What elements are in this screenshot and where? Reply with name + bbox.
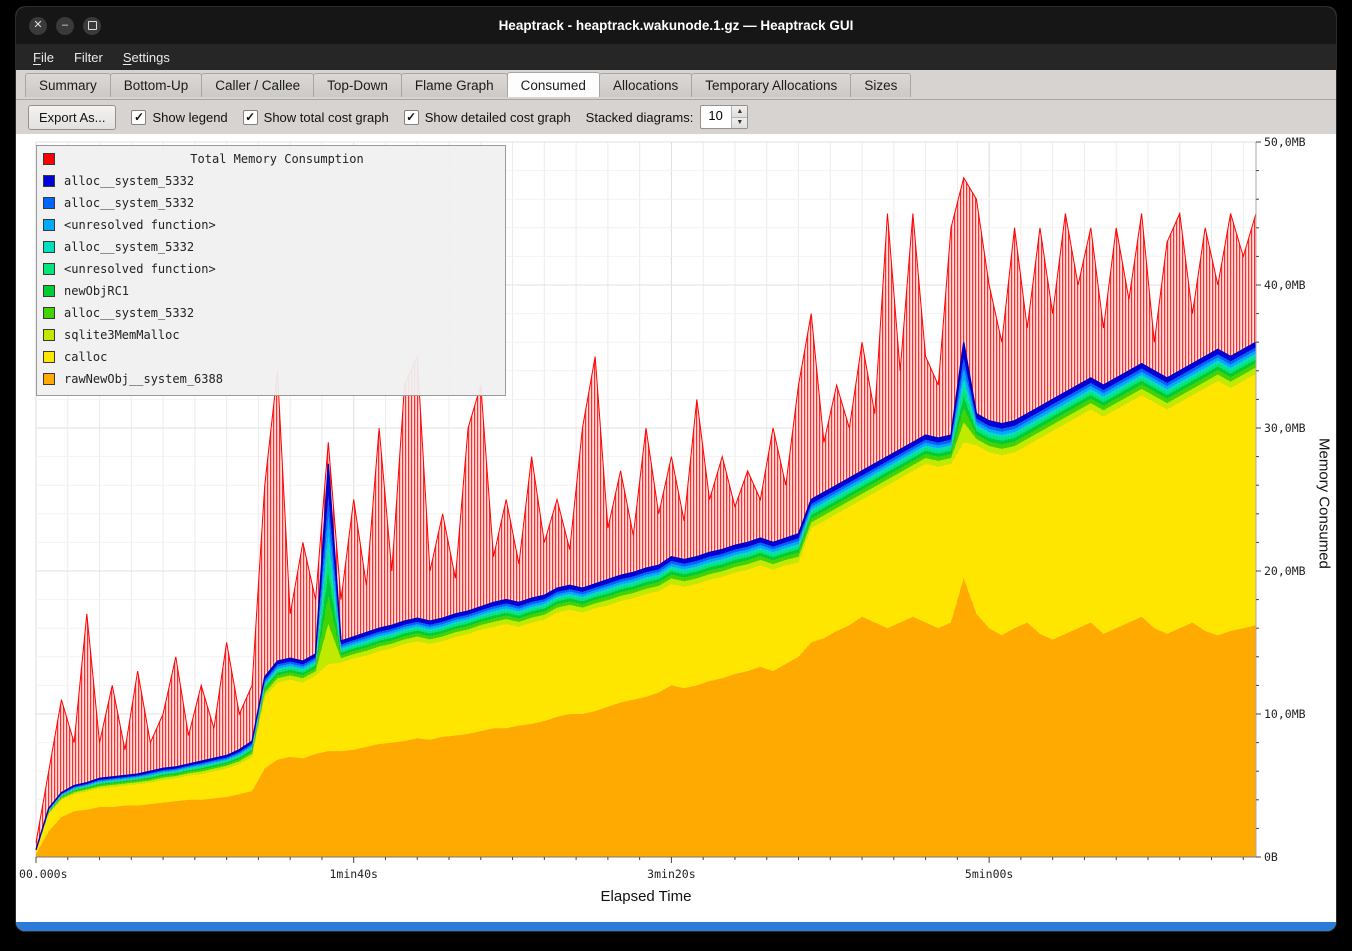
y-axis-title: Memory Consumed bbox=[1315, 437, 1333, 569]
legend-item-newobjrc1: newObjRC1 bbox=[43, 280, 499, 302]
legend-swatch bbox=[43, 263, 55, 275]
y-tick-label: 0B bbox=[1264, 850, 1278, 864]
legend-item-unresolved-function: <unresolved function> bbox=[43, 258, 499, 280]
legend: Total Memory Consumption alloc__system_5… bbox=[36, 145, 506, 396]
tab-caller-callee[interactable]: Caller / Callee bbox=[201, 73, 315, 97]
legend-item-unresolved-function: <unresolved function> bbox=[43, 214, 499, 236]
x-tick-label: 00.000s bbox=[19, 867, 68, 881]
checkbox-show-detailed-cost-graph[interactable]: ✓ Show detailed cost graph bbox=[403, 109, 571, 125]
title-bar: ✕ – Heaptrack - heaptrack.wakunode.1.gz —… bbox=[16, 7, 1336, 44]
minimize-button[interactable]: – bbox=[56, 16, 74, 35]
y-axis-title-wrap: Memory Consumed bbox=[1310, 142, 1336, 864]
legend-label: alloc__system_5332 bbox=[64, 306, 195, 320]
stacked-diagrams-label: Stacked diagrams: bbox=[585, 109, 694, 125]
legend-swatch bbox=[43, 241, 55, 253]
legend-swatch bbox=[43, 329, 55, 341]
legend-swatch bbox=[43, 307, 55, 319]
tab-consumed[interactable]: Consumed bbox=[506, 72, 600, 97]
stacked-diagrams-spinner[interactable]: 10 ▲ ▼ bbox=[700, 105, 749, 129]
tab-sizes[interactable]: Sizes bbox=[850, 73, 912, 97]
legend-swatch bbox=[43, 351, 55, 363]
checkbox-show-legend[interactable]: ✓ Show legend bbox=[131, 109, 228, 125]
legend-label: sqlite3MemMalloc bbox=[64, 328, 180, 342]
chart-area: Total Memory Consumption alloc__system_5… bbox=[16, 134, 1336, 922]
legend-swatch bbox=[43, 285, 55, 297]
x-tick-label: 5min00s bbox=[964, 867, 1014, 881]
x-tick-label: 3min20s bbox=[647, 867, 696, 881]
y-tick-labels: 0B 10,0MB 20,0MB 30,0MB 40,0MB 50,0MB bbox=[1262, 135, 1310, 864]
legend-items: alloc__system_5332 alloc__system_5332 <unr… bbox=[43, 170, 499, 390]
legend-item-alloc-system-5332: alloc__system_5332 bbox=[43, 170, 499, 192]
bottom-progress-bar bbox=[16, 922, 1336, 931]
y-tick-label: 10,0MB bbox=[1264, 707, 1306, 721]
menu-settings[interactable]: Settings bbox=[122, 49, 170, 65]
legend-swatch bbox=[43, 197, 55, 209]
menu-bar: File Filter Settings bbox=[16, 44, 1336, 70]
window-title: Heaptrack - heaptrack.wakunode.1.gz — He… bbox=[498, 18, 854, 33]
legend-label: <unresolved function> bbox=[64, 218, 216, 232]
legend-item-calloc: calloc bbox=[43, 346, 499, 368]
legend-label: alloc__system_5332 bbox=[64, 196, 195, 210]
tab-flame-graph[interactable]: Flame Graph bbox=[400, 73, 508, 97]
legend-label: calloc bbox=[64, 350, 108, 364]
legend-total-swatch bbox=[43, 153, 55, 165]
legend-item-rawnewobj-system-6388: rawNewObj__system_6388 bbox=[43, 368, 499, 390]
toolbar-checkboxes: ✓ Show legend ✓ Show total cost graph ✓ Show … bbox=[131, 109, 571, 125]
y-tick-label: 20,0MB bbox=[1264, 564, 1306, 578]
app-window: ✕ – Heaptrack - heaptrack.wakunode.1.gz —… bbox=[16, 7, 1336, 931]
tab-summary[interactable]: Summary bbox=[25, 73, 111, 97]
checkbox-box: ✓ bbox=[403, 109, 419, 125]
plot-column: Total Memory Consumption alloc__system_5… bbox=[19, 141, 1261, 922]
export-as-button[interactable]: Export As... bbox=[28, 104, 117, 130]
tab-temporary-allocations[interactable]: Temporary Allocations bbox=[691, 73, 852, 97]
legend-swatch bbox=[43, 175, 55, 187]
legend-label: alloc__system_5332 bbox=[64, 240, 195, 254]
legend-swatch bbox=[43, 373, 55, 385]
spinner-up-button[interactable]: ▲ bbox=[732, 106, 748, 118]
memory-consumption-chart[interactable] bbox=[35, 141, 1264, 864]
tab-bar: Summary Bottom-Up Caller / Callee Top-Down F… bbox=[16, 70, 1336, 100]
checkbox-label: Show total cost graph bbox=[263, 109, 389, 125]
legend-item-alloc-system-5332: alloc__system_5332 bbox=[43, 236, 499, 258]
legend-title-row: Total Memory Consumption bbox=[43, 148, 499, 170]
legend-label: newObjRC1 bbox=[64, 284, 130, 298]
tab-bottom-up[interactable]: Bottom-Up bbox=[109, 73, 203, 97]
checkbox-label: Show legend bbox=[152, 109, 228, 125]
toolbar: Export As... ✓ Show legend ✓ Show total cos… bbox=[16, 100, 1336, 134]
legend-item-alloc-system-5332: alloc__system_5332 bbox=[43, 302, 499, 324]
menu-file[interactable]: File bbox=[33, 49, 54, 65]
checkbox-box: ✓ bbox=[242, 109, 258, 125]
legend-title: Total Memory Consumption bbox=[190, 152, 364, 166]
checkbox-label: Show detailed cost graph bbox=[424, 109, 571, 125]
stacked-diagrams-group: Stacked diagrams: 10 ▲ ▼ bbox=[586, 105, 749, 129]
maximize-icon bbox=[87, 21, 97, 30]
stacked-diagrams-value[interactable]: 10 bbox=[708, 108, 723, 123]
y-tick-label: 40,0MB bbox=[1264, 278, 1306, 292]
legend-label: <unresolved function> bbox=[64, 262, 216, 276]
x-tick-labels: 00.000s 1min40s 3min20s 5min00s bbox=[19, 867, 1256, 883]
plot-area[interactable]: Total Memory Consumption alloc__system_5… bbox=[35, 141, 1261, 864]
tab-top-down[interactable]: Top-Down bbox=[313, 73, 402, 97]
y-tick-label: 50,0MB bbox=[1264, 135, 1306, 149]
x-tick-label: 1min40s bbox=[329, 867, 378, 881]
tab-allocations[interactable]: Allocations bbox=[598, 73, 693, 97]
spinner-buttons: ▲ ▼ bbox=[731, 106, 748, 128]
window-controls: ✕ – bbox=[29, 16, 101, 35]
spinner-down-button[interactable]: ▼ bbox=[732, 117, 748, 128]
legend-item-sqlite3memmalloc: sqlite3MemMalloc bbox=[43, 324, 499, 346]
legend-item-alloc-system-5332: alloc__system_5332 bbox=[43, 192, 499, 214]
menu-filter[interactable]: Filter bbox=[73, 49, 103, 65]
close-button[interactable]: ✕ bbox=[29, 16, 47, 35]
checkbox-show-total-cost-graph[interactable]: ✓ Show total cost graph bbox=[242, 109, 389, 125]
checkbox-box: ✓ bbox=[131, 109, 147, 125]
legend-label: alloc__system_5332 bbox=[64, 174, 195, 188]
y-tick-label: 30,0MB bbox=[1264, 421, 1306, 435]
maximize-button[interactable] bbox=[83, 16, 101, 35]
legend-label: rawNewObj__system_6388 bbox=[64, 372, 223, 386]
x-axis-title: Elapsed Time bbox=[600, 888, 692, 905]
legend-swatch bbox=[43, 219, 55, 231]
